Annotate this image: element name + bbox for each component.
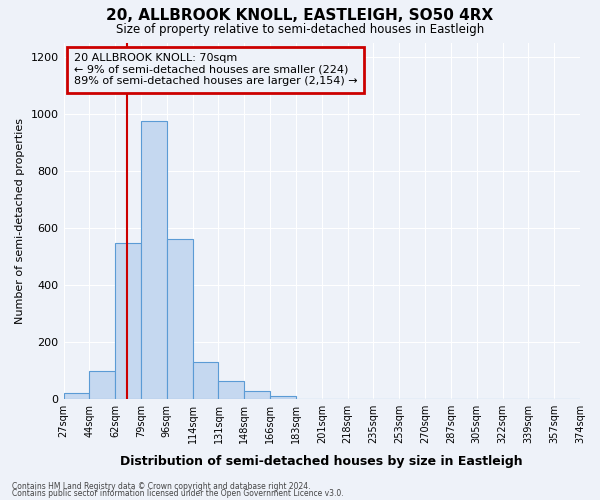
Bar <box>193 362 218 399</box>
Bar <box>141 121 167 399</box>
Bar <box>218 381 244 399</box>
Text: Contains public sector information licensed under the Open Government Licence v3: Contains public sector information licen… <box>12 490 344 498</box>
Bar <box>89 370 115 399</box>
Text: 20, ALLBROOK KNOLL, EASTLEIGH, SO50 4RX: 20, ALLBROOK KNOLL, EASTLEIGH, SO50 4RX <box>106 8 494 22</box>
Bar <box>270 396 296 399</box>
Bar <box>64 394 89 399</box>
Text: Contains HM Land Registry data © Crown copyright and database right 2024.: Contains HM Land Registry data © Crown c… <box>12 482 311 491</box>
Y-axis label: Number of semi-detached properties: Number of semi-detached properties <box>15 118 25 324</box>
Bar <box>244 390 270 399</box>
Text: 20 ALLBROOK KNOLL: 70sqm
← 9% of semi-detached houses are smaller (224)
89% of s: 20 ALLBROOK KNOLL: 70sqm ← 9% of semi-de… <box>74 53 358 86</box>
Text: Size of property relative to semi-detached houses in Eastleigh: Size of property relative to semi-detach… <box>116 22 484 36</box>
X-axis label: Distribution of semi-detached houses by size in Eastleigh: Distribution of semi-detached houses by … <box>121 454 523 468</box>
Bar <box>167 240 193 399</box>
Bar <box>115 243 141 399</box>
